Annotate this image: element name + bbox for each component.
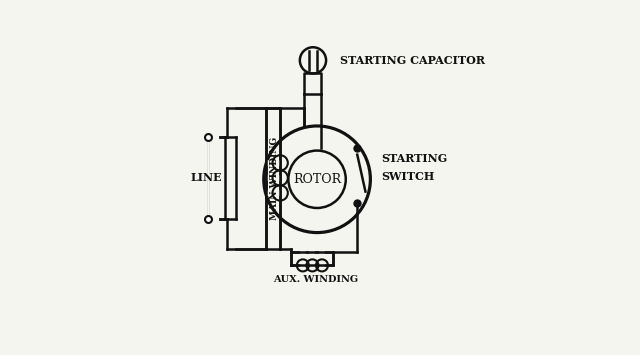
Text: AUX. WINDING: AUX. WINDING (273, 274, 358, 284)
Text: ROTOR: ROTOR (293, 173, 341, 186)
Text: STARTING: STARTING (381, 153, 447, 164)
Text: SWITCH: SWITCH (381, 171, 435, 182)
Text: LINE: LINE (191, 173, 222, 184)
Text: MAIN WINDING: MAIN WINDING (269, 136, 278, 219)
Text: STARTING CAPACITOR: STARTING CAPACITOR (340, 55, 485, 66)
